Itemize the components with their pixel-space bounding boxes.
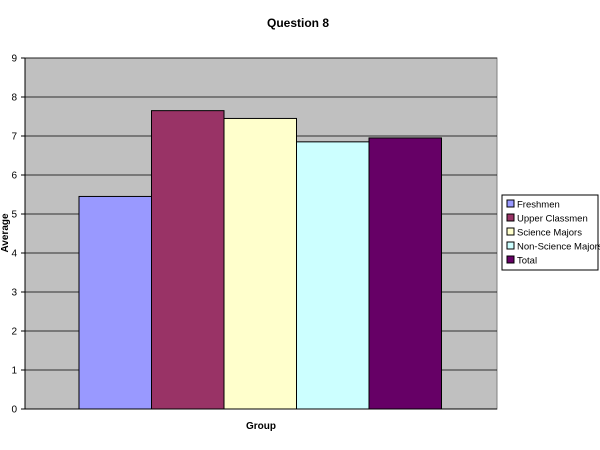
y-tick-label: 7 — [11, 132, 17, 143]
bar-science-majors — [223, 117, 297, 410]
y-tick-label: 6 — [11, 171, 17, 182]
y-tick-label: 2 — [11, 327, 17, 338]
y-tick-label: 4 — [11, 249, 17, 260]
y-tick-label: 9 — [11, 54, 17, 65]
y-tick-label: 3 — [11, 288, 17, 299]
legend-swatch-science-majors — [506, 227, 515, 236]
legend-label-non-science-majors: Non-Science Majors — [517, 242, 600, 253]
bar-non-science-majors — [296, 141, 370, 410]
bar-total — [368, 137, 442, 410]
y-tick-label: 1 — [11, 366, 17, 377]
legend-swatch-upper-classmen — [506, 213, 515, 222]
bars — [78, 110, 442, 410]
bar-upper-classmen — [151, 110, 225, 410]
y-tick-label: 0 — [11, 405, 17, 416]
x-axis-title: Group — [246, 421, 276, 432]
legend-label-science-majors: Science Majors — [517, 228, 582, 239]
legend-swatch-non-science-majors — [506, 241, 515, 250]
legend-box — [501, 194, 599, 271]
legend-label-total: Total — [517, 256, 537, 267]
legend: Freshmen Upper Classmen Science Majors Non-… — [501, 194, 600, 271]
legend-label-freshmen: Freshmen — [517, 200, 560, 211]
y-axis-title: Average — [0, 213, 11, 253]
legend-swatch-total — [506, 255, 515, 264]
y-tick-label: 5 — [11, 210, 17, 221]
legend-swatch-freshmen — [506, 199, 515, 208]
legend-label-upper-classmen: Upper Classmen — [517, 214, 588, 225]
y-tick-label: 8 — [11, 93, 17, 104]
chart-title: Question 8 — [267, 16, 329, 30]
bar-freshmen — [78, 195, 152, 410]
y-axis-ticks: 0 1 2 3 4 5 6 7 8 9 — [11, 54, 25, 416]
